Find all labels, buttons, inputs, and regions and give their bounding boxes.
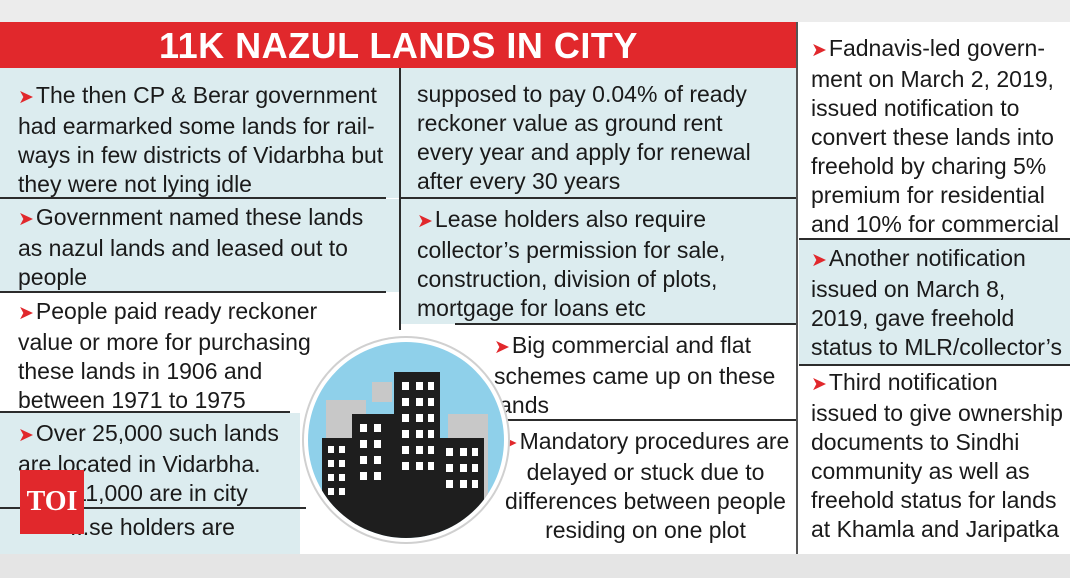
col1-item-3: ➤People paid ready reckoner value or mor… <box>0 293 399 413</box>
col1-item-2: ➤Government named these lands as nazul l… <box>0 199 399 292</box>
toi-logo: TOI <box>20 470 84 534</box>
col1-text-5: ...se holders are <box>70 514 235 540</box>
red-arrow-icon: ➤ <box>811 250 827 271</box>
red-arrow-icon: ➤ <box>501 433 518 454</box>
divider <box>505 419 797 421</box>
buildings-icon <box>308 342 504 538</box>
col1-text-2: Government named these lands as nazul la… <box>18 204 364 290</box>
divider <box>799 364 1070 366</box>
col2-item-1: supposed to pay 0.04% of ready reckoner … <box>401 68 797 198</box>
col3-text-1: Fadnavis-led govern-ment on March 2, 201… <box>811 35 1059 237</box>
divider <box>0 291 386 293</box>
col3-text-2: Another notification issued on March 8, … <box>811 245 1062 389</box>
divider <box>799 238 1070 240</box>
red-arrow-icon: ➤ <box>811 40 827 61</box>
divider <box>401 197 797 199</box>
column-divider <box>399 68 401 330</box>
red-arrow-icon: ➤ <box>18 425 34 446</box>
col2-text-3: Big commercial and flat schemes came up … <box>494 332 776 418</box>
divider <box>0 197 386 199</box>
bottom-band <box>0 554 1070 578</box>
col2-text-1: supposed to pay 0.04% of ready reckoner … <box>417 81 751 194</box>
col1-text-3: People paid ready reckoner value or more… <box>18 298 318 413</box>
col3-item-3: ➤Third notification issued to give owner… <box>799 366 1070 552</box>
infographic-title: 11K NAZUL LANDS IN CITY <box>159 25 638 66</box>
col2-text-4: Mandatory procedures are delayed or stuc… <box>505 428 790 543</box>
divider <box>455 323 797 325</box>
red-arrow-icon: ➤ <box>18 209 34 230</box>
col3-text-3: Third notification issued to give owners… <box>811 369 1063 542</box>
red-arrow-icon: ➤ <box>811 374 827 395</box>
col2-item-4: ➤Mandatory procedures are delayed or stu… <box>500 421 797 554</box>
city-buildings-illustration <box>308 342 504 538</box>
red-arrow-icon: ➤ <box>18 303 34 324</box>
col2-item-2: ➤Lease holders also require collector’s … <box>401 199 797 324</box>
red-arrow-icon: ➤ <box>417 211 433 232</box>
divider <box>0 507 306 509</box>
col2-text-2: Lease holders also require collector’s p… <box>417 206 726 321</box>
col3-item-2: ➤Another notification issued on March 8,… <box>799 240 1070 389</box>
col1-item-1: ➤The then CP & Berar government had earm… <box>0 68 399 198</box>
red-arrow-icon: ➤ <box>494 337 510 358</box>
divider <box>0 411 290 413</box>
col1-text-1: The then CP & Berar government had earma… <box>18 82 384 197</box>
title-band <box>0 22 797 68</box>
col3-item-1: ➤Fadnavis-led govern-ment on March 2, 20… <box>799 30 1070 238</box>
column-divider <box>796 22 798 554</box>
col2-item-3: ➤Big commercial and flat schemes came up… <box>490 325 797 420</box>
red-arrow-icon: ➤ <box>18 87 34 108</box>
